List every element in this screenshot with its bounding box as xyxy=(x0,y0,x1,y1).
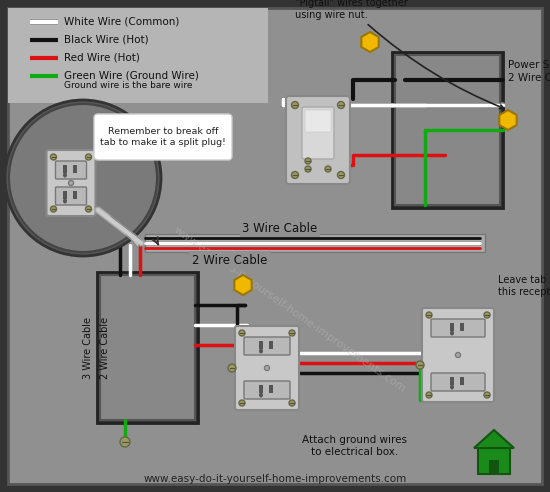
Circle shape xyxy=(325,166,331,172)
Circle shape xyxy=(239,330,245,336)
FancyBboxPatch shape xyxy=(422,308,494,402)
Ellipse shape xyxy=(450,385,454,390)
Text: "Pigtail" wires together
using wire nut.: "Pigtail" wires together using wire nut. xyxy=(295,0,504,109)
Bar xyxy=(450,323,454,331)
Bar xyxy=(145,234,485,252)
Text: 3 Wire Cable: 3 Wire Cable xyxy=(83,317,93,379)
Circle shape xyxy=(338,172,344,179)
Ellipse shape xyxy=(455,352,460,358)
Circle shape xyxy=(484,312,490,318)
FancyBboxPatch shape xyxy=(56,187,86,205)
Circle shape xyxy=(239,400,245,406)
Bar xyxy=(269,385,273,393)
Bar xyxy=(259,385,263,393)
Ellipse shape xyxy=(63,173,67,178)
Bar xyxy=(450,377,454,385)
Circle shape xyxy=(426,392,432,398)
Circle shape xyxy=(338,101,344,109)
Ellipse shape xyxy=(259,393,263,398)
Bar xyxy=(460,377,464,385)
Bar xyxy=(100,275,195,420)
Text: Ground wire is the bare wire: Ground wire is the bare wire xyxy=(64,82,192,91)
Bar xyxy=(478,448,510,474)
Text: 2 Wire Cable: 2 Wire Cable xyxy=(100,317,110,379)
Bar xyxy=(73,191,77,199)
FancyBboxPatch shape xyxy=(235,326,299,410)
FancyBboxPatch shape xyxy=(431,373,485,391)
Polygon shape xyxy=(111,216,141,248)
Bar xyxy=(489,460,499,474)
FancyBboxPatch shape xyxy=(305,110,331,132)
Ellipse shape xyxy=(69,181,74,185)
Text: Remember to break off
tab to make it a split plug!: Remember to break off tab to make it a s… xyxy=(100,127,226,147)
Ellipse shape xyxy=(63,198,67,204)
Circle shape xyxy=(305,166,311,172)
Text: 3 Wire Cable: 3 Wire Cable xyxy=(243,221,318,235)
Bar xyxy=(97,272,198,423)
Circle shape xyxy=(85,206,91,212)
Circle shape xyxy=(416,361,424,369)
Bar xyxy=(395,55,500,205)
Circle shape xyxy=(51,206,57,212)
Ellipse shape xyxy=(450,331,454,336)
FancyBboxPatch shape xyxy=(94,114,232,160)
Text: Green Wire (Ground Wire): Green Wire (Ground Wire) xyxy=(64,71,199,81)
FancyBboxPatch shape xyxy=(431,319,485,337)
Bar xyxy=(73,165,77,173)
Circle shape xyxy=(5,100,161,256)
Bar xyxy=(269,341,273,349)
FancyBboxPatch shape xyxy=(47,150,96,216)
Text: Black Wire (Hot): Black Wire (Hot) xyxy=(64,35,149,45)
Bar xyxy=(63,191,67,199)
Text: White Wire (Common): White Wire (Common) xyxy=(64,17,179,27)
Text: www.easy-do-it-yourself-home-improvements.com: www.easy-do-it-yourself-home-improvement… xyxy=(172,225,408,395)
Circle shape xyxy=(228,364,236,372)
FancyBboxPatch shape xyxy=(244,337,290,355)
Ellipse shape xyxy=(265,366,270,370)
FancyBboxPatch shape xyxy=(56,161,86,179)
Circle shape xyxy=(484,392,490,398)
Bar xyxy=(8,8,268,103)
Circle shape xyxy=(305,158,311,164)
FancyBboxPatch shape xyxy=(302,107,334,159)
Circle shape xyxy=(51,154,57,160)
Circle shape xyxy=(85,154,91,160)
Text: www.easy-do-it-yourself-home-improvements.com: www.easy-do-it-yourself-home-improvement… xyxy=(144,474,406,484)
Polygon shape xyxy=(474,430,514,448)
Circle shape xyxy=(289,400,295,406)
Text: Red Wire (Hot): Red Wire (Hot) xyxy=(64,53,140,63)
Bar xyxy=(259,341,263,349)
Text: 2 Wire Cable: 2 Wire Cable xyxy=(192,253,268,267)
Circle shape xyxy=(292,101,299,109)
Ellipse shape xyxy=(259,348,263,353)
Text: Power Source
2 Wire Cable: Power Source 2 Wire Cable xyxy=(508,60,550,83)
FancyBboxPatch shape xyxy=(286,96,350,184)
Circle shape xyxy=(292,172,299,179)
FancyBboxPatch shape xyxy=(244,381,290,399)
Circle shape xyxy=(120,437,130,447)
Text: Attach ground wires
to electrical box.: Attach ground wires to electrical box. xyxy=(302,435,408,457)
Text: Leave tab on
this receptacle: Leave tab on this receptacle xyxy=(498,275,550,297)
Bar xyxy=(63,165,67,173)
Circle shape xyxy=(289,330,295,336)
Bar xyxy=(392,52,503,208)
Circle shape xyxy=(9,104,157,252)
Circle shape xyxy=(426,312,432,318)
Bar xyxy=(460,323,464,331)
